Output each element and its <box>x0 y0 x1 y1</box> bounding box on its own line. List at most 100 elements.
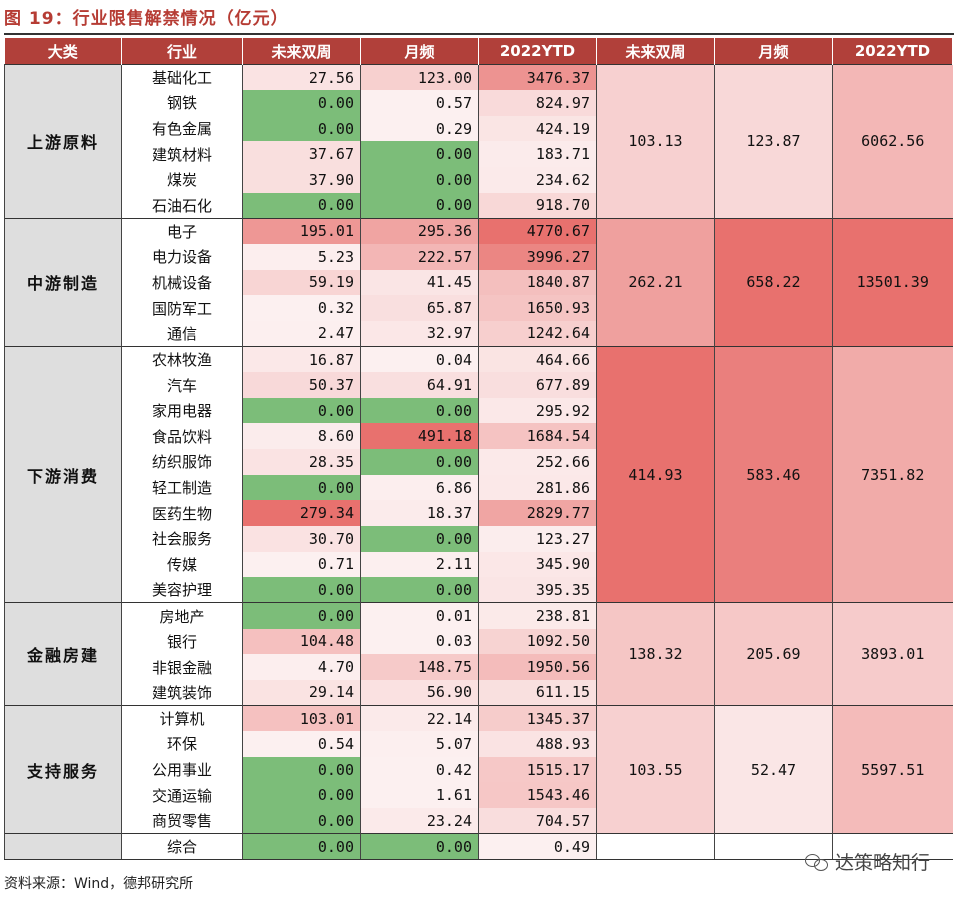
table-row: 建筑装饰 29.14 56.90 611.15 <box>5 679 953 706</box>
industry-cell: 农林牧渔 <box>121 346 243 373</box>
industry-cell: 通信 <box>121 320 243 347</box>
ytd-value: 1515.17 <box>478 756 597 783</box>
category-cell: 中游制造 <box>4 217 122 347</box>
ytd-value: 677.89 <box>478 372 597 398</box>
industry-cell: 电力设备 <box>121 243 243 270</box>
industry-cell: 有色金属 <box>121 115 243 142</box>
table-row: 食品饮料 8.60 491.18 1684.54 <box>5 423 953 450</box>
monthly-value: 0.57 <box>360 90 479 116</box>
biweekly-value: 50.37 <box>242 372 361 398</box>
monthly-value: 0.42 <box>360 756 479 783</box>
ytd-value: 1650.93 <box>478 295 597 321</box>
monthly-value: 295.36 <box>360 217 479 244</box>
monthly-value: 0.29 <box>360 115 479 142</box>
category-cell <box>4 833 122 860</box>
biweekly-value: 0.00 <box>242 90 361 116</box>
group-biweekly-total: 103.13 <box>596 64 715 219</box>
monthly-value: 491.18 <box>360 423 479 450</box>
group-biweekly-total: 103.55 <box>596 705 715 834</box>
table-row: 医药生物 279.34 18.37 2829.77 <box>5 500 953 527</box>
monthly-value: 56.90 <box>360 679 479 706</box>
monthly-value: 22.14 <box>360 705 479 732</box>
biweekly-value: 27.56 <box>242 64 361 91</box>
title-rule <box>4 33 954 35</box>
industry-cell: 银行 <box>121 628 243 655</box>
ytd-value: 123.27 <box>478 526 597 552</box>
header-group-biweekly: 未来双周 <box>596 38 715 65</box>
biweekly-value: 2.47 <box>242 320 361 347</box>
industry-cell: 美容护理 <box>121 577 243 603</box>
table-row: 银行 104.48 0.03 1092.50 <box>5 628 953 655</box>
ytd-value: 3996.27 <box>478 243 597 270</box>
header-group-monthly: 月频 <box>714 38 833 65</box>
industry-cell: 环保 <box>121 731 243 757</box>
ytd-value: 395.35 <box>478 577 597 603</box>
monthly-value: 222.57 <box>360 243 479 270</box>
table-row: 中游制造 电子 195.01 295.36 4770.67 262.21 658.22 135… <box>4 217 953 347</box>
ytd-value: 918.70 <box>478 192 597 219</box>
group-biweekly-total: 138.32 <box>596 602 715 706</box>
group-monthly-total: 52.47 <box>714 705 833 834</box>
group-monthly-total: 205.69 <box>714 602 833 706</box>
wechat-icon <box>804 852 829 872</box>
group-ytd-total: 3893.01 <box>832 602 953 706</box>
table-row: 机械设备 59.19 41.45 1840.87 <box>5 269 953 296</box>
monthly-value: 64.91 <box>360 372 479 398</box>
biweekly-value: 0.00 <box>242 833 361 860</box>
watermark-text: 达策略知行 <box>834 852 930 874</box>
ytd-value: 464.66 <box>478 346 597 373</box>
biweekly-value: 195.01 <box>242 217 361 244</box>
industry-cell: 基础化工 <box>121 64 243 91</box>
ytd-value: 1092.50 <box>478 628 597 655</box>
table-row: 环保 0.54 5.07 488.93 <box>5 731 953 757</box>
table-row: 上游原料 基础化工 27.56 123.00 3476.37 103.13 123.87 60… <box>4 64 953 219</box>
header-group-ytd: 2022YTD <box>832 38 953 65</box>
biweekly-value: 28.35 <box>242 449 361 475</box>
group-ytd-total <box>832 833 953 860</box>
industry-cell: 公用事业 <box>121 756 243 783</box>
ytd-value: 3476.37 <box>478 64 597 91</box>
group-ytd-total: 13501.39 <box>832 217 953 347</box>
group-biweekly-total: 414.93 <box>596 346 715 603</box>
monthly-value: 32.97 <box>360 320 479 347</box>
industry-cell: 纺织服饰 <box>121 449 243 475</box>
monthly-value: 123.00 <box>360 64 479 91</box>
industry-cell: 非银金融 <box>121 654 243 680</box>
monthly-value: 0.00 <box>360 449 479 475</box>
ytd-value: 611.15 <box>478 679 597 706</box>
table-row: 轻工制造 0.00 6.86 281.86 <box>5 474 953 501</box>
ytd-value: 4770.67 <box>478 217 597 244</box>
ytd-value: 1684.54 <box>478 423 597 450</box>
ytd-value: 0.49 <box>478 833 597 860</box>
biweekly-value: 29.14 <box>242 679 361 706</box>
industry-cell: 医药生物 <box>121 500 243 527</box>
table-row: 下游消费 农林牧渔 16.87 0.04 464.66 414.93 583.46 7351.… <box>4 346 953 603</box>
ytd-value: 345.90 <box>478 551 597 578</box>
biweekly-value: 4.70 <box>242 654 361 680</box>
header-industry: 行业 <box>121 38 243 65</box>
lockup-expiry-table: 大类 行业 未来双周 月频 2022YTD 未来双周 月频 2022YTD 上游… <box>4 38 953 860</box>
industry-cell: 汽车 <box>121 372 243 398</box>
biweekly-value: 0.71 <box>242 551 361 578</box>
industry-cell: 机械设备 <box>121 269 243 296</box>
industry-cell: 社会服务 <box>121 526 243 552</box>
industry-cell: 轻工制造 <box>121 474 243 501</box>
ytd-value: 1950.56 <box>478 654 597 680</box>
table-row: 支持服务 计算机 103.01 22.14 1345.37 103.55 52.47 5597… <box>4 705 953 834</box>
biweekly-value: 0.00 <box>242 756 361 783</box>
ytd-value: 238.81 <box>478 602 597 629</box>
table-row: 纺织服饰 28.35 0.00 252.66 <box>5 449 953 475</box>
biweekly-value: 0.00 <box>242 192 361 219</box>
ytd-value: 1840.87 <box>478 269 597 296</box>
category-cell: 金融房建 <box>4 602 122 706</box>
biweekly-value: 16.87 <box>242 346 361 373</box>
industry-cell: 综合 <box>121 833 243 860</box>
table-row: 国防军工 0.32 65.87 1650.93 <box>5 295 953 321</box>
table-row: 钢铁 0.00 0.57 824.97 <box>5 90 953 116</box>
ytd-value: 1242.64 <box>478 320 597 347</box>
header-category: 大类 <box>4 38 122 65</box>
industry-cell: 传媒 <box>121 551 243 578</box>
ytd-value: 704.57 <box>478 808 597 834</box>
watermark: 达策略知行 <box>804 848 930 875</box>
ytd-value: 281.86 <box>478 474 597 501</box>
